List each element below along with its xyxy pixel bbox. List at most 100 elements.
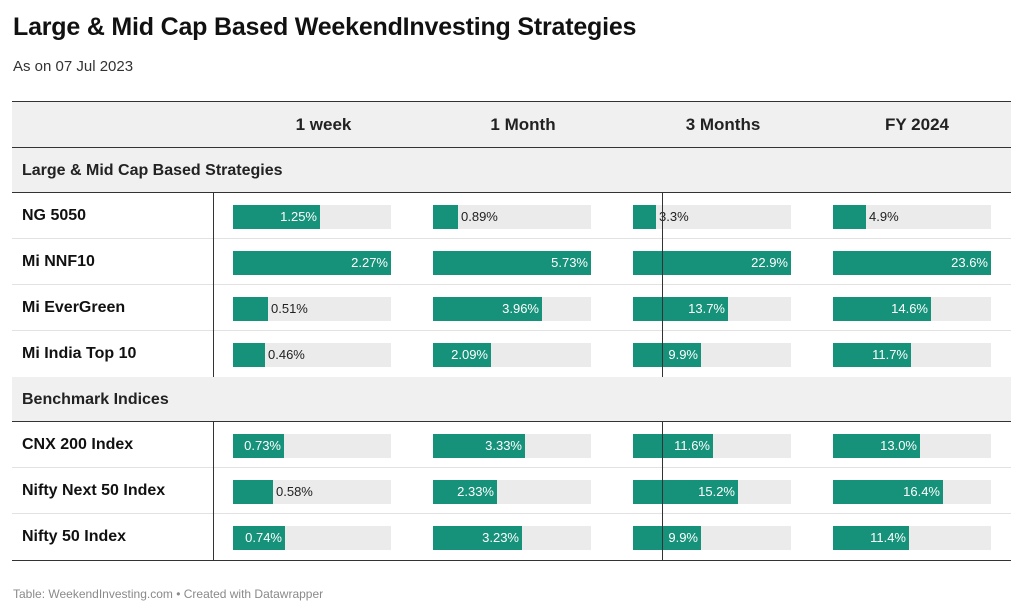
- value-label-1-month: 5.73%: [551, 255, 588, 270]
- column-divider: [662, 285, 663, 331]
- bar-track-1-month: 3.96%: [433, 297, 591, 321]
- bar-track-3-months: 9.9%: [633, 526, 791, 550]
- value-label-fy-2024: 23.6%: [951, 255, 988, 270]
- table-header: 1 week 1 Month 3 Months FY 2024: [12, 102, 1011, 148]
- bar-1-week: [233, 297, 268, 321]
- bar-1-week: [233, 251, 391, 275]
- bar-1-month: [433, 205, 458, 229]
- column-divider: [662, 239, 663, 285]
- strategy-table: 1 week 1 Month 3 Months FY 2024 Large & …: [12, 101, 1011, 561]
- value-label-3-months: 15.2%: [698, 484, 735, 499]
- bar-track-fy-2024: 11.7%: [833, 343, 991, 367]
- column-divider: [213, 422, 214, 468]
- value-label-3-months: 3.3%: [659, 209, 689, 224]
- bar-fy-2024: [833, 480, 943, 504]
- table-row: Nifty 50 Index 0.74% 3.23% 9.9% 11.4%: [12, 514, 1011, 560]
- column-divider: [213, 331, 214, 377]
- bar-track-1-week: 0.46%: [233, 343, 391, 367]
- value-label-1-month: 0.89%: [461, 209, 498, 224]
- row-label: NG 5050: [22, 207, 87, 224]
- table-row: Mi NNF10 2.27% 5.73% 22.9% 23.6%: [12, 239, 1011, 285]
- value-label-1-month: 3.33%: [485, 438, 522, 453]
- row-label: CNX 200 Index: [22, 436, 134, 453]
- table-row: Mi EverGreen 0.51% 3.96% 13.7% 14.6%: [12, 285, 1011, 331]
- value-label-fy-2024: 16.4%: [903, 484, 940, 499]
- row-label: Mi India Top 10: [22, 345, 137, 362]
- bar-track-1-month: 2.33%: [433, 480, 591, 504]
- bar-1-month: [433, 251, 591, 275]
- column-header-3-months[interactable]: 3 Months: [685, 115, 761, 134]
- column-divider: [213, 193, 214, 239]
- bar-fy-2024: [833, 297, 931, 321]
- bar-track-1-month: 2.09%: [433, 343, 591, 367]
- column-divider: [662, 193, 663, 239]
- bar-track-3-months: 22.9%: [633, 251, 791, 275]
- bar-1-month: [433, 297, 542, 321]
- bar-track-3-months: 11.6%: [633, 434, 791, 458]
- row-label: Mi NNF10: [22, 253, 95, 270]
- row-label: Nifty Next 50 Index: [22, 482, 166, 499]
- bar-track-3-months: 13.7%: [633, 297, 791, 321]
- value-label-1-month: 3.96%: [502, 301, 539, 316]
- bar-1-month: [433, 526, 522, 550]
- bar-track-1-month: 0.89%: [433, 205, 591, 229]
- bar-track-fy-2024: 23.6%: [833, 251, 991, 275]
- column-divider: [213, 239, 214, 285]
- row-label: Mi EverGreen: [22, 299, 126, 316]
- value-label-fy-2024: 11.7%: [872, 347, 908, 362]
- value-label-1-month: 3.23%: [482, 530, 519, 545]
- group-header: Benchmark Indices: [12, 377, 1011, 422]
- value-label-fy-2024: 14.6%: [891, 301, 928, 316]
- bar-track-1-week: 0.58%: [233, 480, 391, 504]
- value-label-fy-2024: 4.9%: [869, 209, 899, 224]
- bar-fy-2024: [833, 343, 911, 367]
- bar-track-1-month: 5.73%: [433, 251, 591, 275]
- value-label-1-week: 1.25%: [280, 209, 317, 224]
- value-label-1-week: 0.46%: [268, 347, 305, 362]
- bar-track-1-week: 2.27%: [233, 251, 391, 275]
- bar-track-1-month: 3.33%: [433, 434, 591, 458]
- bar-track-1-week: 0.74%: [233, 526, 391, 550]
- value-label-1-week: 0.73%: [244, 438, 281, 453]
- column-divider: [213, 285, 214, 331]
- table-row: Mi India Top 10 0.46% 2.09% 9.9% 11.7%: [12, 331, 1011, 377]
- value-label-3-months: 22.9%: [751, 255, 788, 270]
- bar-fy-2024: [833, 434, 920, 458]
- bar-track-fy-2024: 11.4%: [833, 526, 991, 550]
- table-row: CNX 200 Index 0.73% 3.33% 11.6% 13.0%: [12, 422, 1011, 468]
- column-divider: [662, 514, 663, 560]
- bar-fy-2024: [833, 205, 866, 229]
- table-row: Nifty Next 50 Index 0.58% 2.33% 15.2% 16.4%: [12, 468, 1011, 514]
- column-header-1-week[interactable]: 1 week: [295, 115, 352, 134]
- column-divider: [662, 331, 663, 377]
- column-divider: [662, 468, 663, 514]
- chart-subtitle: As on 07 Jul 2023: [13, 58, 134, 75]
- bar-1-month: [433, 480, 497, 504]
- value-label-fy-2024: 13.0%: [880, 438, 917, 453]
- bar-track-3-months: 9.9%: [633, 343, 791, 367]
- bar-1-month: [433, 343, 491, 367]
- bar-track-3-months: 3.3%: [633, 205, 791, 229]
- group-label: Benchmark Indices: [22, 391, 169, 408]
- value-label-3-months: 11.6%: [674, 438, 710, 453]
- value-label-1-month: 2.09%: [451, 347, 488, 362]
- column-divider: [213, 468, 214, 514]
- bar-track-1-week: 0.73%: [233, 434, 391, 458]
- value-label-3-months: 9.9%: [668, 530, 698, 545]
- column-header-fy-2024[interactable]: FY 2024: [885, 115, 949, 134]
- bar-3-months: [633, 297, 728, 321]
- chart-title: Large & Mid Cap Based WeekendInvesting S…: [13, 13, 637, 41]
- bar-3-months: [633, 480, 738, 504]
- bar-3-months: [633, 343, 701, 367]
- group-label: Large & Mid Cap Based Strategies: [22, 162, 283, 179]
- bar-track-fy-2024: 13.0%: [833, 434, 991, 458]
- bar-track-1-week: 1.25%: [233, 205, 391, 229]
- bar-track-fy-2024: 4.9%: [833, 205, 991, 229]
- bar-1-month: [433, 434, 525, 458]
- bar-1-week: [233, 480, 273, 504]
- bar-track-fy-2024: 16.4%: [833, 480, 991, 504]
- row-label: Nifty 50 Index: [22, 528, 127, 545]
- bar-1-week: [233, 343, 265, 367]
- value-label-fy-2024: 11.4%: [870, 530, 906, 545]
- column-header-1-month[interactable]: 1 Month: [490, 115, 556, 134]
